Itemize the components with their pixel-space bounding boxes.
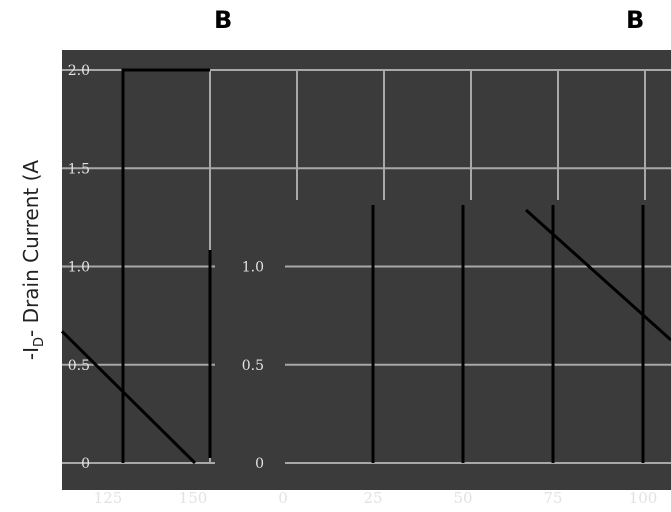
series-line-left: [60, 330, 197, 465]
x-tick-label-right: 0: [278, 489, 288, 507]
y-axis-title-main: -I: [19, 347, 43, 360]
x-tick-label-left: 125: [94, 489, 123, 507]
y-tick-label-left: 0.5: [68, 358, 90, 374]
plot-background-right: [215, 200, 671, 490]
panel-letter-right: B: [626, 6, 645, 34]
series-line-right: [524, 208, 671, 342]
x-tick-label-right: 75: [543, 489, 562, 507]
y-tick-label-left: 0: [81, 456, 90, 472]
panel-letter-left: B: [214, 6, 233, 34]
x-tick-label-right: 50: [453, 489, 472, 507]
y-axis-title-rest: - Drain Current (A: [19, 160, 43, 337]
x-tick-label-right: 100: [629, 489, 658, 507]
y-axis-title: -ID- Drain Current (A: [19, 160, 47, 360]
y-tick-label-left: 2.0: [68, 63, 90, 79]
svg-text:-ID- Drain Current (A: -ID- Drain Current (A: [19, 160, 47, 360]
x-tick-label-left: 150: [179, 489, 208, 507]
y-tick-label-left: 1.0: [68, 260, 90, 276]
x-tick-label-right: 25: [363, 489, 382, 507]
y-tick-label-left: 1.5: [68, 161, 90, 177]
plateau-line-left: [121, 68, 210, 463]
y-tick-label-right: 1.0: [242, 260, 264, 276]
y-tick-label-right: 0: [255, 456, 264, 472]
y-axis-title-sub: D: [32, 337, 47, 347]
y-tick-label-right: 0.5: [242, 358, 264, 374]
